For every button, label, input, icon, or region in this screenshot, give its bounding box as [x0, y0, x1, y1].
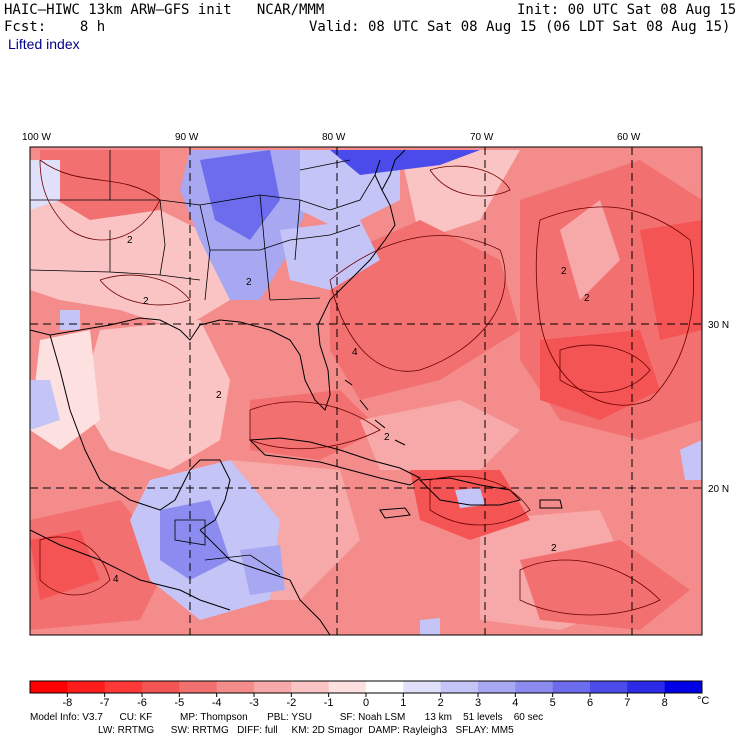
latitude-labels: 30 N 20 N [708, 320, 729, 495]
shaded-field [30, 147, 702, 635]
lon-label: 100 W [22, 132, 51, 143]
legend-tick-label: 8 [662, 697, 668, 709]
legend-tick-label: 5 [550, 697, 556, 709]
footer-physics-info: LW: RRTMG SW: RRTMG DIFF: full KM: 2D Sm… [98, 725, 514, 736]
legend-swatch [664, 681, 703, 693]
legend-tick-label: 7 [624, 697, 630, 709]
legend-swatch [366, 681, 404, 693]
lon-label: 70 W [470, 132, 494, 143]
lat-label: 20 N [708, 484, 729, 495]
legend-tick-label: 2 [438, 697, 444, 709]
contour-label: 2 [246, 277, 252, 288]
init-time: Init: 00 UTC Sat 08 Aug 15 [517, 2, 737, 18]
legend-swatch [142, 681, 180, 693]
footer-model-info: Model Info: V3.7 CU: KF MP: Thompson PBL… [30, 712, 544, 723]
lon-label: 80 W [322, 132, 346, 143]
legend-tick-label: -2 [286, 697, 296, 709]
legend-tick-label: -7 [100, 697, 110, 709]
contour-label: 2 [384, 432, 390, 443]
legend-swatch [328, 681, 367, 693]
legend-unit: °C [697, 695, 709, 707]
contour-label: 2 [551, 543, 557, 554]
legend-swatch [478, 681, 516, 693]
legend-swatch [104, 681, 143, 693]
legend-tick-label: -1 [324, 697, 334, 709]
contour-lines [39, 159, 694, 616]
contour-label: 2 [143, 296, 149, 307]
coastlines [30, 149, 563, 635]
legend-swatch [627, 681, 666, 693]
legend-swatch [30, 681, 68, 693]
legend-swatch [440, 681, 479, 693]
legend-tick-label: 0 [363, 697, 369, 709]
legend-swatch [291, 681, 330, 693]
legend-tick-label: -3 [249, 697, 259, 709]
contour-label: 4 [352, 347, 358, 358]
legend-swatch [515, 681, 554, 693]
map-frame [29, 146, 703, 636]
legend-tick-label: 1 [400, 697, 406, 709]
contour-label: 2 [127, 235, 133, 246]
contour-label: 2 [561, 266, 567, 277]
longitude-labels: 100 W 90 W 80 W 70 W 60 W [22, 132, 641, 143]
legend-tick-label: -8 [62, 697, 72, 709]
legend-swatch [254, 681, 292, 693]
color-legend: -8 -7 -6 -5 -4 -3 -2 -1 0 1 2 3 4 5 6 7 8 [29, 680, 703, 709]
contour-label: 4 [113, 574, 119, 585]
legend-swatch [590, 681, 628, 693]
lon-label: 60 W [617, 132, 641, 143]
legend-tick-label: -4 [212, 697, 222, 709]
legend-tick-label: 3 [475, 697, 481, 709]
legend-swatch [403, 681, 442, 693]
legend-swatch [216, 681, 255, 693]
legend-tick-label: -5 [174, 697, 184, 709]
legend-swatch [67, 681, 106, 693]
lon-label: 90 W [175, 132, 199, 143]
lat-label: 30 N [708, 320, 729, 331]
title-left: HAIC–HIWC 13km ARW–GFS init NCAR/MMM [4, 2, 325, 18]
contour-label: 2 [216, 390, 222, 401]
contour-value-labels: 2 2 2 2 2 2 2 2 4 4 [113, 235, 590, 585]
contour-label: 2 [584, 293, 590, 304]
legend-swatch [179, 681, 218, 693]
forecast-hour: Fcst: 8 h [4, 19, 106, 35]
lat-lon-grid [30, 147, 702, 635]
legend-swatch [552, 681, 591, 693]
valid-time: Valid: 08 UTC Sat 08 Aug 15 (06 LDT Sat … [309, 19, 731, 35]
political-borders [30, 150, 376, 576]
legend-tick-label: 6 [587, 697, 593, 709]
field-name: Lifted index [8, 36, 80, 52]
legend-tick-label: 4 [512, 697, 518, 709]
legend-tick-label: -6 [137, 697, 147, 709]
